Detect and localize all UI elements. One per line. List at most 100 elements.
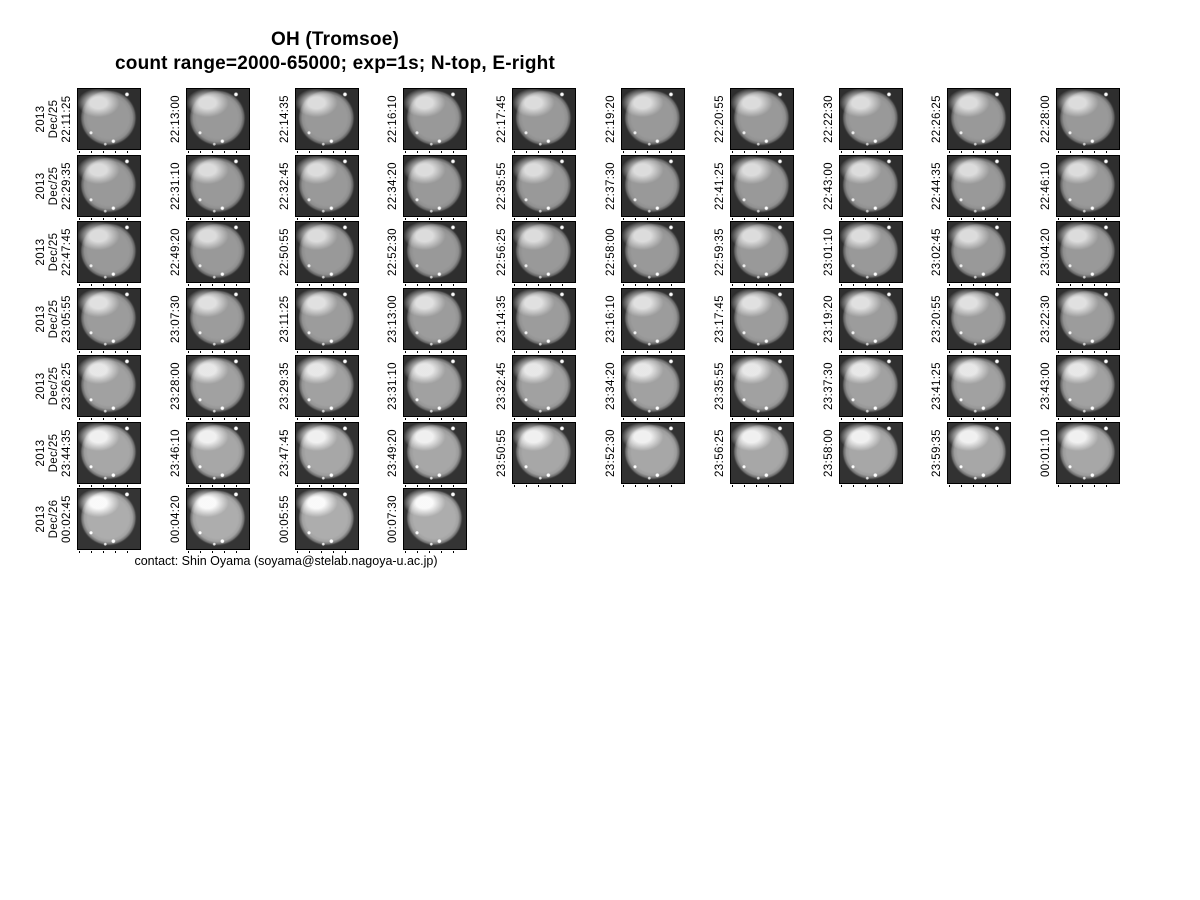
- frame-timestamp: 23:04:20: [1040, 228, 1053, 277]
- frame-timestamp: 22:52:30: [387, 228, 400, 277]
- allsky-thumbnail: [621, 88, 685, 153]
- frame-timestamp: 22:31:10: [169, 161, 182, 210]
- allsky-thumbnail: [294, 221, 359, 287]
- allsky-thumbnail: [1056, 221, 1121, 287]
- allsky-thumbnail: [838, 154, 903, 220]
- frame-timestamp: 22:46:10: [1040, 161, 1053, 210]
- contact-line: contact: Shin Oyama (soyama@stelab.nagoy…: [134, 554, 438, 568]
- frame-timestamp: 23:28:00: [169, 361, 182, 410]
- frame-timestamp: 22:13:00: [169, 95, 182, 143]
- frame-timestamp: 23:14:35: [496, 295, 509, 344]
- frame-timestamp: 23:47:45: [278, 428, 291, 477]
- frame-timestamp: 23:43:00: [1040, 361, 1053, 410]
- frame-timestamp: 22:16:10: [387, 95, 400, 143]
- allsky-thumbnail: [294, 288, 359, 354]
- frame-timestamp: 23:16:10: [605, 295, 617, 344]
- allsky-thumbnail: [512, 221, 577, 287]
- allsky-thumbnail: [294, 488, 359, 554]
- allsky-thumbnail: [185, 154, 250, 220]
- allsky-thumbnail: [838, 288, 903, 354]
- row-date-label: 2013 Dec/26 00:02:45: [35, 495, 73, 544]
- frame-timestamp: 00:04:20: [169, 495, 182, 544]
- allsky-thumbnail: [294, 88, 359, 153]
- allsky-thumbnail: [838, 421, 903, 487]
- frame-timestamp: 23:17:45: [713, 295, 726, 344]
- row-date-label: 2013 Dec/25 22:47:45: [35, 228, 73, 277]
- row-date-label: 2013 Dec/25 22:29:35: [35, 161, 73, 210]
- plot-title: OH (Tromsoe): [270, 29, 400, 50]
- allsky-thumbnail: [621, 354, 685, 420]
- allsky-thumbnail: [403, 221, 468, 287]
- plot-subtitle: count range=2000-65000; exp=1s; N-top, E…: [115, 53, 555, 74]
- frame-timestamp: 23:19:20: [822, 295, 835, 344]
- allsky-thumbnail: [294, 154, 359, 220]
- frame-timestamp: 22:56:25: [496, 228, 509, 277]
- allsky-thumbnail: [729, 154, 794, 220]
- row-date-label: 2013 Dec/25 22:11:25: [35, 95, 73, 143]
- allsky-thumbnail: [294, 421, 359, 487]
- frame-timestamp: 23:07:30: [169, 295, 182, 344]
- frame-timestamp: 00:07:30: [387, 495, 400, 544]
- frame-timestamp: 23:56:25: [713, 428, 726, 477]
- frame-timestamp: 23:13:00: [387, 295, 400, 344]
- frame-timestamp: 00:05:55: [278, 495, 291, 544]
- thumbnail-grid: 2013 Dec/25 22:11:25 22:13:00 22:14:35 22:16:…: [35, 88, 1121, 554]
- frame-timestamp: 23:52:30: [605, 428, 617, 477]
- frame-timestamp: 22:28:00: [1040, 95, 1053, 143]
- allsky-thumbnail: [403, 421, 468, 487]
- allsky-thumbnail: [77, 354, 141, 420]
- row-date-label: 2013 Dec/25 23:44:35: [35, 428, 73, 477]
- allsky-thumbnail: [621, 288, 685, 354]
- frame-timestamp: 23:50:55: [496, 428, 509, 477]
- allsky-thumbnail: [947, 354, 1012, 420]
- allsky-thumbnail: [947, 221, 1012, 287]
- frame-timestamp: 22:20:55: [713, 95, 726, 143]
- allsky-thumbnail: [729, 88, 794, 153]
- frame-timestamp: 22:49:20: [169, 228, 182, 277]
- frame-timestamp: 22:50:55: [278, 228, 291, 277]
- frame-timestamp: 22:26:25: [931, 95, 944, 143]
- allsky-thumbnail: [1056, 154, 1121, 220]
- frame-timestamp: 23:32:45: [496, 361, 509, 410]
- allsky-thumbnail: [403, 354, 468, 420]
- frame-timestamp: 23:58:00: [822, 428, 835, 477]
- allsky-thumbnail: [838, 88, 903, 153]
- allsky-thumbnail: [729, 354, 794, 420]
- frame-timestamp: 22:17:45: [496, 95, 509, 143]
- allsky-thumbnail: [729, 221, 794, 287]
- frame-timestamp: 23:20:55: [931, 295, 944, 344]
- row-date-label: 2013 Dec/25 23:26:25: [35, 361, 73, 410]
- frame-timestamp: 23:49:20: [387, 428, 400, 477]
- frame-timestamp: 23:41:25: [931, 361, 944, 410]
- allsky-thumbnail: [729, 421, 794, 487]
- frame-timestamp: 22:19:20: [605, 95, 617, 143]
- allsky-thumbnail: [294, 354, 359, 420]
- allsky-thumbnail: [1056, 288, 1121, 354]
- allsky-thumbnail: [185, 354, 250, 420]
- allsky-thumbnail: [77, 421, 141, 487]
- allsky-thumbnail: [185, 421, 250, 487]
- allsky-thumbnail: [77, 154, 141, 220]
- allsky-thumbnail: [512, 88, 577, 153]
- allsky-thumbnail: [947, 88, 1012, 153]
- allsky-thumbnail: [947, 421, 1012, 487]
- frame-timestamp: 22:59:35: [713, 228, 726, 277]
- allsky-thumbnail: [1056, 354, 1121, 420]
- allsky-thumbnail: [77, 88, 141, 153]
- allsky-thumbnail: [838, 354, 903, 420]
- allsky-thumbnail: [947, 154, 1012, 220]
- allsky-thumbnail: [403, 488, 468, 554]
- frame-timestamp: 23:37:30: [822, 361, 835, 410]
- frame-timestamp: 22:58:00: [605, 228, 617, 277]
- frame-timestamp: 23:29:35: [278, 361, 291, 410]
- frame-timestamp: 23:46:10: [169, 428, 182, 477]
- allsky-thumbnail: [621, 421, 685, 487]
- allsky-thumbnail: [512, 154, 577, 220]
- frame-timestamp: 22:43:00: [822, 161, 835, 210]
- allsky-thumbnail: [1056, 88, 1121, 153]
- frame-timestamp: 23:22:30: [1040, 295, 1053, 344]
- allsky-thumbnail: [621, 221, 685, 287]
- allsky-thumbnail: [185, 288, 250, 354]
- row-date-label: 2013 Dec/25 23:05:55: [35, 295, 73, 344]
